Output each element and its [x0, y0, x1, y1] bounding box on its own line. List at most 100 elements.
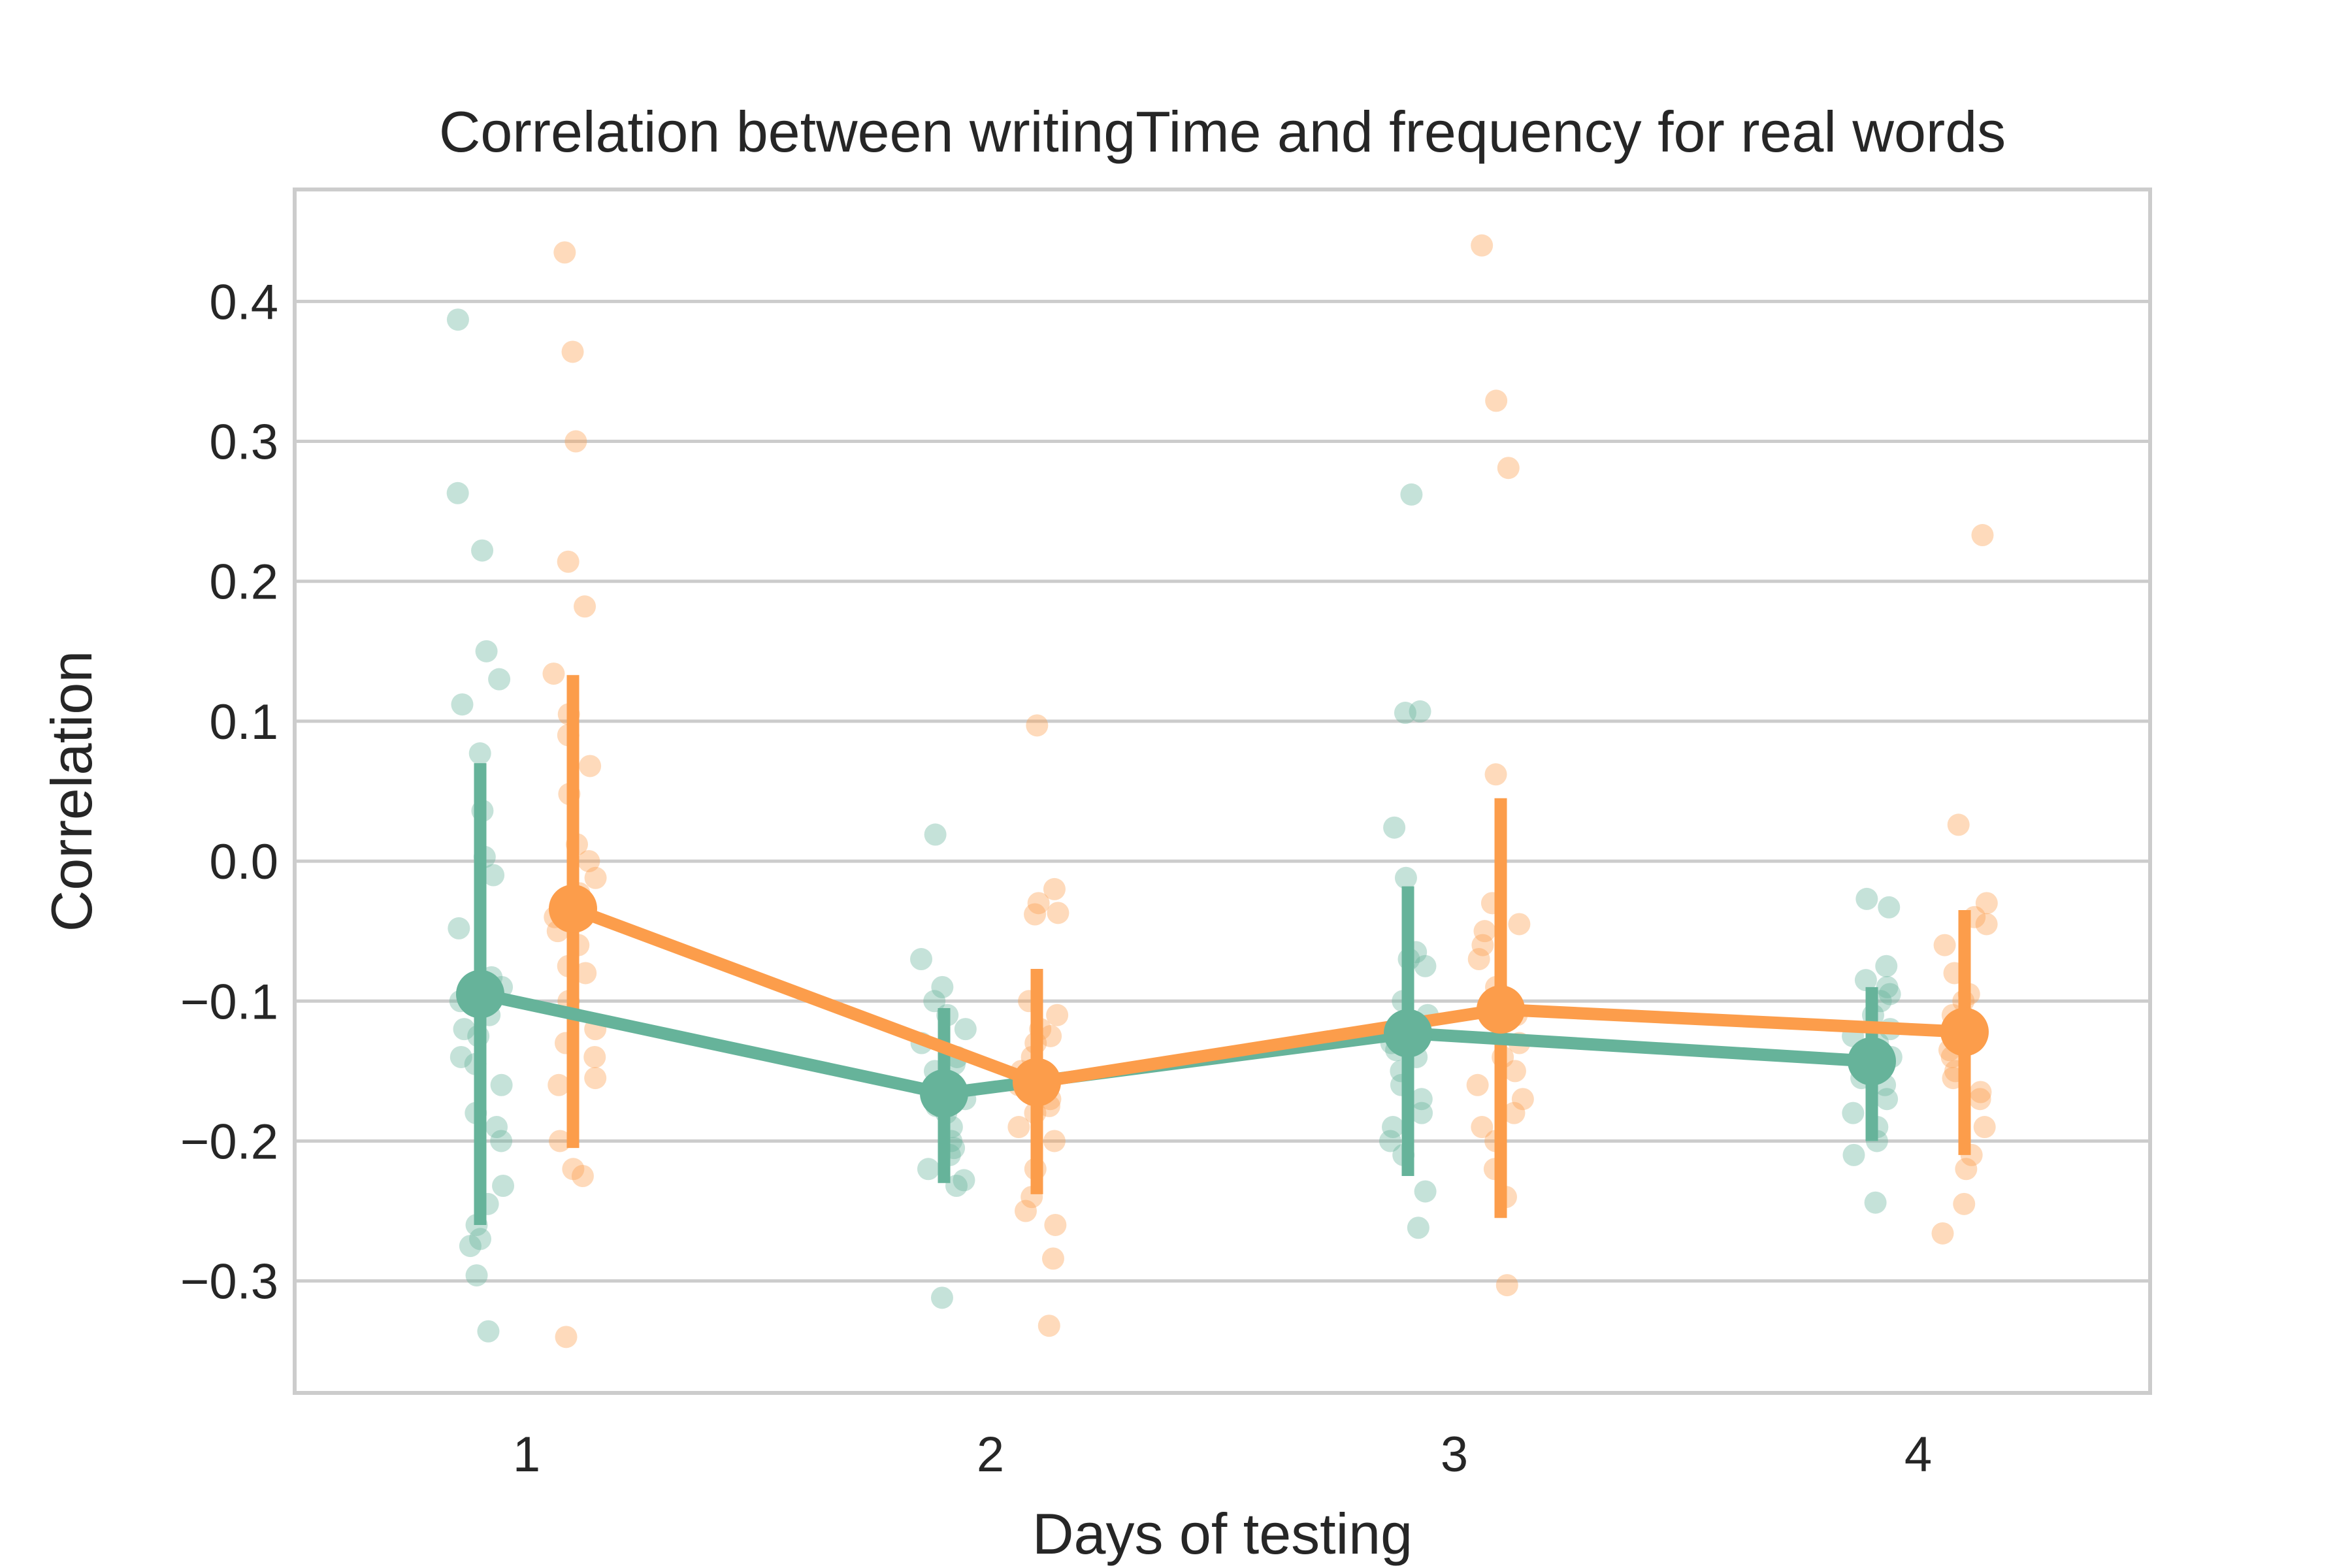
y-tick-label: −0.2 — [180, 1114, 278, 1169]
data-point — [1503, 1102, 1526, 1124]
data-point — [492, 1175, 515, 1198]
data-point — [1409, 700, 1431, 723]
data-point — [542, 662, 565, 685]
plot-frame — [293, 188, 2152, 1395]
mean-marker — [920, 1069, 968, 1118]
data-point — [1014, 1200, 1037, 1222]
data-point — [1864, 1191, 1887, 1214]
data-point — [1485, 389, 1508, 412]
data-point — [1497, 457, 1520, 480]
data-point — [1466, 1073, 1489, 1096]
data-point — [1878, 983, 1901, 1005]
data-point — [583, 1045, 606, 1068]
data-point — [1471, 934, 1494, 956]
data-point — [465, 1264, 488, 1287]
y-tick-labels: −0.3 −0.2 −0.1 0.0 0.1 0.2 0.3 0.4 — [180, 274, 278, 1309]
data-point — [1955, 1158, 1978, 1181]
data-point — [954, 1018, 977, 1041]
mean-marker — [1940, 1007, 1989, 1056]
data-point — [910, 948, 933, 971]
mean-line — [479, 988, 1872, 1100]
data-point — [1414, 1180, 1437, 1203]
data-point — [1471, 234, 1494, 257]
data-point — [1953, 1192, 1976, 1215]
x-tick-label: 1 — [513, 1427, 540, 1482]
y-tick-label: 0.3 — [209, 415, 278, 470]
gridlines — [295, 299, 2150, 1283]
data-point — [490, 1130, 513, 1152]
data-point — [1043, 1130, 1066, 1152]
data-point — [561, 340, 584, 363]
data-point — [1467, 948, 1490, 971]
data-point — [1484, 763, 1507, 786]
data-point — [1026, 714, 1049, 737]
data-point — [1044, 1213, 1067, 1236]
data-point — [1933, 934, 1956, 956]
data-point — [477, 1320, 500, 1343]
data-point — [1975, 892, 1998, 915]
data-point — [1027, 892, 1050, 915]
data-point — [548, 1130, 571, 1152]
data-point — [1842, 1143, 1865, 1166]
data-point — [488, 668, 511, 691]
data-point — [1043, 877, 1066, 900]
data-point — [562, 1158, 585, 1181]
mean-marker — [456, 970, 504, 1019]
data-point — [490, 1073, 513, 1096]
x-tick-label: 3 — [1441, 1427, 1468, 1482]
x-tick-label: 4 — [1904, 1427, 1932, 1482]
y-axis-label: Correlation — [39, 651, 104, 932]
data-point — [471, 539, 494, 562]
mean-marker — [1013, 1058, 1061, 1107]
y-tick-label: 0.0 — [209, 834, 278, 890]
data-point — [574, 595, 596, 618]
data-point — [1971, 524, 1994, 547]
data-point — [1039, 1024, 1062, 1047]
data-point — [1473, 920, 1496, 943]
data-point — [1878, 896, 1901, 919]
data-point — [1495, 1274, 1518, 1297]
data-point — [485, 1116, 508, 1139]
x-axis-label: Days of testing — [1032, 1501, 1413, 1566]
data-point — [553, 241, 576, 264]
data-point — [451, 693, 474, 716]
data-point — [1969, 1081, 1992, 1103]
data-point — [1931, 1222, 1954, 1245]
data-point — [547, 1073, 570, 1096]
y-tick-label: 0.1 — [209, 694, 278, 750]
data-point — [1511, 1088, 1534, 1111]
data-point — [1855, 887, 1878, 910]
y-tick-label: −0.1 — [180, 974, 278, 1030]
data-point — [1947, 813, 1970, 836]
data-point — [468, 742, 491, 765]
data-point — [1968, 1088, 1991, 1111]
data-point — [1407, 1217, 1429, 1239]
data-point — [1379, 1130, 1401, 1152]
data-point — [574, 962, 597, 985]
data-point — [571, 1165, 594, 1188]
chart-title: Correlation between writingTime and freq… — [439, 99, 2006, 164]
data-point — [1414, 955, 1437, 977]
data-point — [584, 866, 607, 889]
data-point — [1394, 866, 1417, 889]
mean-markers — [456, 884, 1989, 1118]
data-point — [475, 640, 498, 662]
data-point — [579, 755, 602, 777]
data-point — [1382, 1116, 1405, 1139]
data-point — [1876, 975, 1899, 998]
data-point — [1508, 913, 1531, 936]
data-point — [923, 990, 946, 1013]
x-tick-labels: 1 2 3 4 — [513, 1427, 1932, 1482]
data-point — [1411, 1102, 1433, 1124]
data-point — [1410, 1088, 1433, 1111]
data-point — [953, 1169, 975, 1192]
data-point — [1024, 903, 1047, 926]
data-point — [1973, 1116, 1996, 1139]
data-point — [555, 1326, 578, 1348]
mean-marker — [549, 884, 597, 933]
data-point — [1975, 913, 1998, 936]
data-point — [564, 430, 587, 453]
data-point — [917, 1158, 939, 1181]
data-point — [446, 482, 469, 504]
